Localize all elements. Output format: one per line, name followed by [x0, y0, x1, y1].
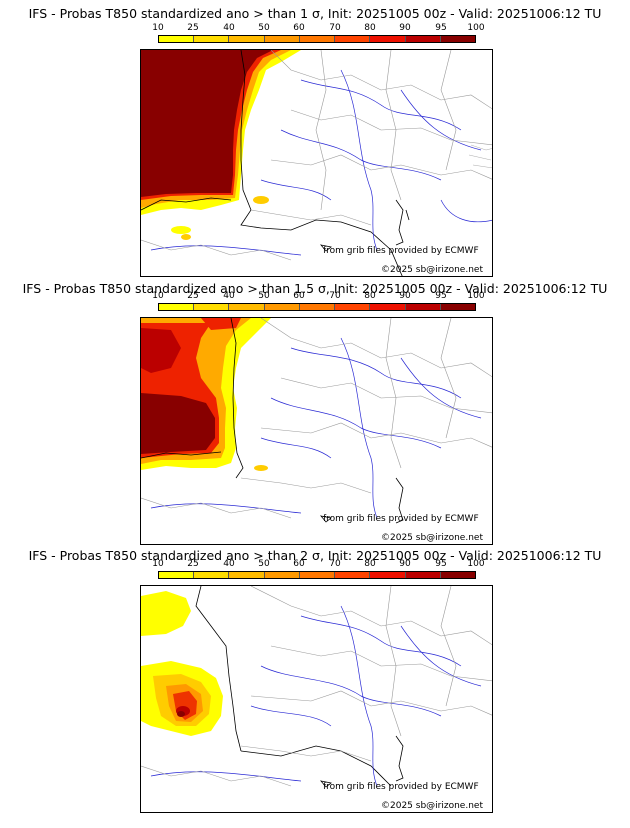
- map-svg: [141, 318, 492, 524]
- colorbar-tick: 50: [258, 23, 270, 33]
- data-source-credit: from grib files provided by ECMWF: [323, 514, 479, 524]
- colorbar-tick: 40: [223, 559, 235, 569]
- colorbar-segment: [194, 36, 230, 42]
- colorbar-tick: 100: [467, 559, 485, 569]
- colorbar-tick: 100: [467, 23, 485, 33]
- colorbar-segment: [370, 572, 406, 578]
- colorbar-segment: [264, 304, 300, 310]
- colorbar-tick: 70: [329, 23, 341, 33]
- coastline: [141, 318, 404, 524]
- map-frame: from grib files provided by ECMWF ©2025 …: [140, 585, 493, 813]
- colorbar-segment: [264, 36, 300, 42]
- colorbar-segment: [335, 36, 371, 42]
- colorbar-tick: 40: [223, 291, 235, 301]
- colorbar-tick: 60: [293, 559, 305, 569]
- colorbar-segment: [405, 36, 441, 42]
- coastline: [195, 586, 404, 788]
- colorbar-segment: [405, 572, 441, 578]
- coastline: [141, 50, 410, 276]
- panel-title: IFS - Probas T850 standardized ano > tha…: [28, 6, 602, 21]
- colorbar-tick: 95: [435, 23, 447, 33]
- colorbar-tick: 10: [152, 23, 164, 33]
- colorbar-segment: [159, 304, 195, 310]
- probability-field: [141, 50, 301, 240]
- colorbar: [158, 571, 476, 579]
- borders: [141, 318, 492, 519]
- colorbar-segment: [194, 572, 230, 578]
- alps-contours: [468, 144, 492, 169]
- colorbar-segment: [264, 572, 300, 578]
- colorbar: [158, 303, 476, 311]
- borders: [141, 586, 492, 787]
- map-frame: from grib files provided by ECMWF ©2025 …: [140, 317, 493, 545]
- colorbar-segment: [229, 304, 265, 310]
- colorbar-tick: 50: [258, 291, 270, 301]
- data-source-credit: from grib files provided by ECMWF: [323, 246, 479, 256]
- panel-title: IFS - Probas T850 standardized ano > tha…: [22, 281, 608, 296]
- colorbar-segment: [370, 36, 406, 42]
- colorbar-segment: [299, 572, 336, 578]
- map-frame: from grib files provided by ECMWF ©2025 …: [140, 49, 493, 277]
- rivers: [150, 337, 482, 519]
- colorbar-segment: [159, 36, 195, 42]
- colorbar-segment: [299, 36, 336, 42]
- data-source-credit: from grib files provided by ECMWF: [323, 782, 479, 792]
- colorbar-tick: 10: [152, 559, 164, 569]
- colorbar-tick: 25: [187, 559, 199, 569]
- colorbar-tick: 70: [329, 559, 341, 569]
- copyright-credit: ©2025 sb@irizone.net: [381, 265, 483, 275]
- copyright-credit: ©2025 sb@irizone.net: [381, 533, 483, 543]
- colorbar-tick: 80: [364, 23, 376, 33]
- colorbar-tick: 50: [258, 559, 270, 569]
- colorbar-segment: [229, 36, 265, 42]
- colorbar-tick: 25: [187, 291, 199, 301]
- rivers: [150, 605, 482, 787]
- colorbar-tick: 60: [293, 23, 305, 33]
- panel-title: IFS - Probas T850 standardized ano > tha…: [28, 548, 602, 563]
- colorbar-segment: [229, 572, 265, 578]
- probability-field: [141, 591, 223, 736]
- colorbar-tick: 70: [329, 291, 341, 301]
- colorbar-segment: [405, 304, 441, 310]
- colorbar-segment: [194, 304, 230, 310]
- colorbar-tick: 80: [364, 559, 376, 569]
- colorbar-tick: 60: [293, 291, 305, 301]
- colorbar-tick: 90: [399, 559, 411, 569]
- colorbar-tick: 90: [399, 23, 411, 33]
- map-svg: [141, 586, 492, 788]
- colorbar-tick: 25: [187, 23, 199, 33]
- colorbar-segment: [335, 304, 371, 310]
- colorbar-segment: [159, 572, 195, 578]
- colorbar-tick: 80: [364, 291, 376, 301]
- colorbar-tick: 95: [435, 291, 447, 301]
- colorbar-tick: 90: [399, 291, 411, 301]
- colorbar: [158, 35, 476, 43]
- colorbar-segment: [370, 304, 406, 310]
- colorbar-tick: 100: [467, 291, 485, 301]
- colorbar-segment: [440, 572, 475, 578]
- map-svg: [141, 50, 492, 276]
- colorbar-tick: 95: [435, 559, 447, 569]
- probability-field: [141, 318, 271, 471]
- rivers: [150, 69, 492, 256]
- colorbar-segment: [440, 36, 475, 42]
- colorbar-segment: [440, 304, 475, 310]
- colorbar-tick: 40: [223, 23, 235, 33]
- colorbar-segment: [299, 304, 336, 310]
- colorbar-tick: 10: [152, 291, 164, 301]
- colorbar-segment: [335, 572, 371, 578]
- copyright-credit: ©2025 sb@irizone.net: [381, 801, 483, 811]
- borders: [141, 50, 492, 261]
